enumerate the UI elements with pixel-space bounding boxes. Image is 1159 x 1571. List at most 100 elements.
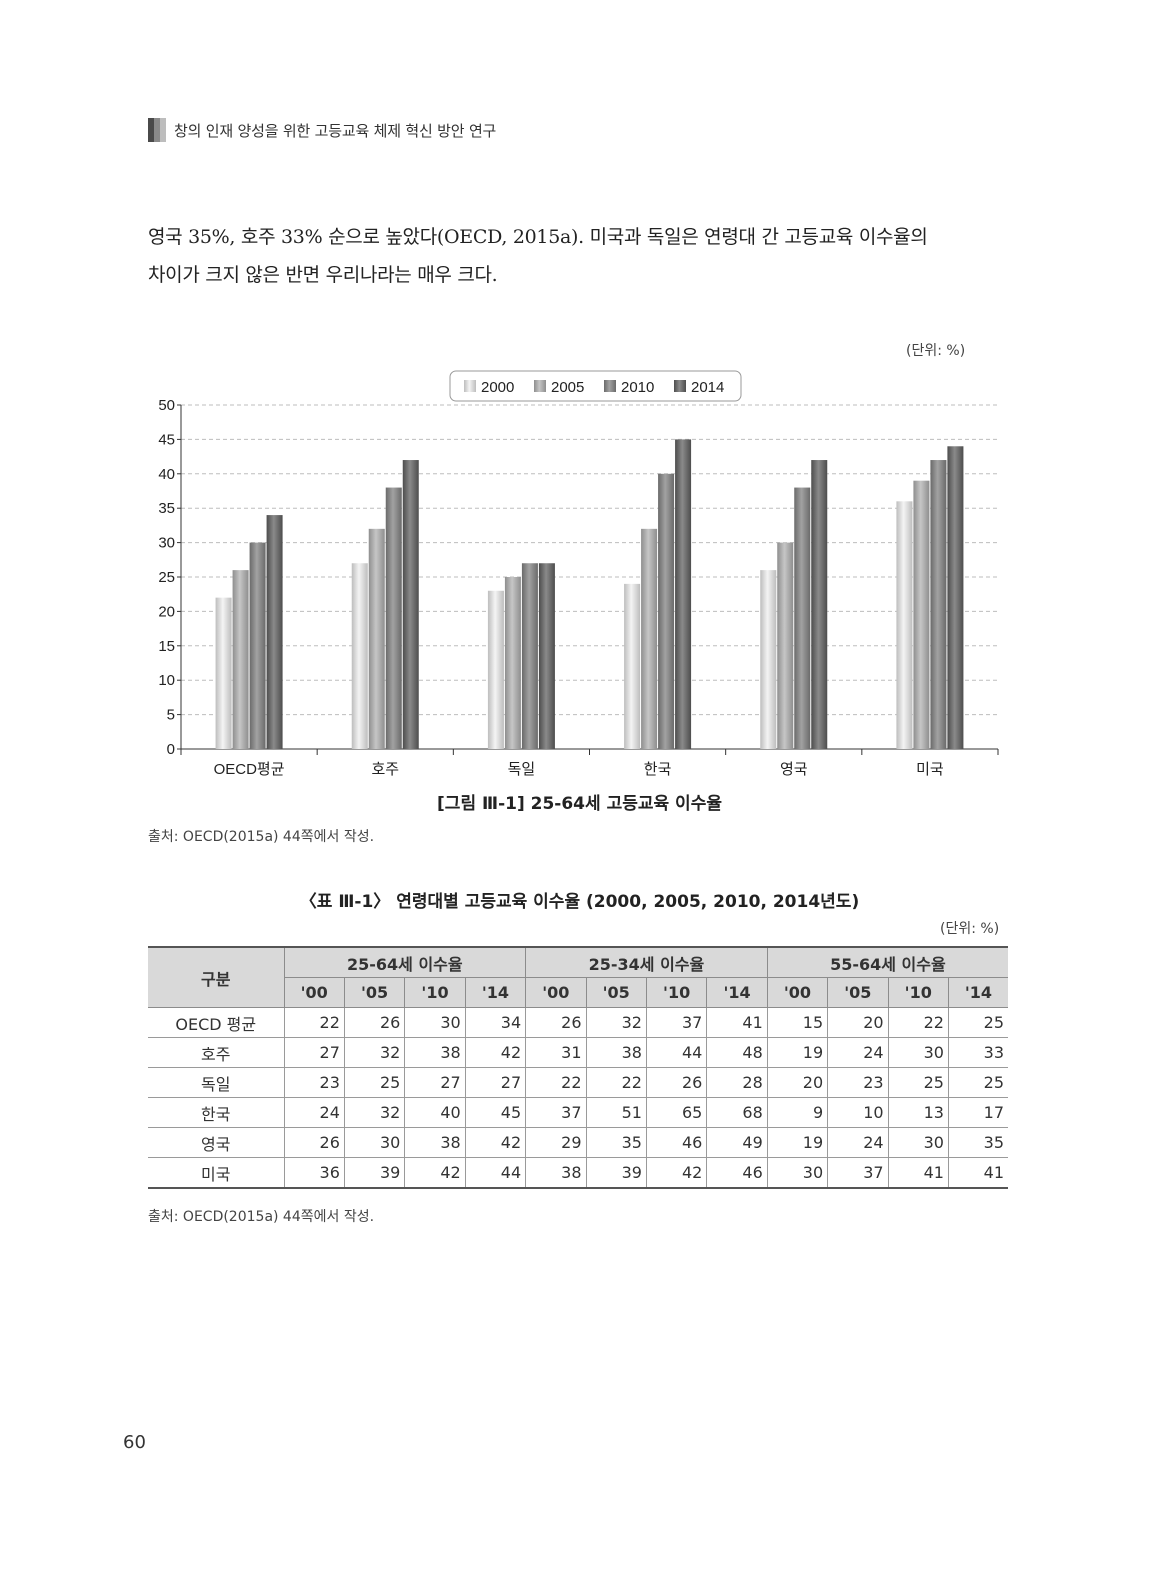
legend-label: 2005 <box>551 379 584 396</box>
table-cell: 51 <box>585 1097 647 1128</box>
x-tick-label: 영국 <box>780 761 808 778</box>
table-source: 출처: OECD(2015a) 44쪽에서 작성. <box>148 1209 375 1225</box>
table-cell: 46 <box>706 1157 768 1189</box>
table-cell: 42 <box>645 1157 708 1189</box>
table-cell: 34 <box>464 1007 527 1038</box>
header-year: '00 <box>766 977 829 1008</box>
table-cell: 30 <box>887 1037 949 1068</box>
table-cell: 38 <box>404 1127 466 1158</box>
body-line-1: 영국 35%, 호주 33% 순으로 높았다(OECD, 2015a). 미국과… <box>148 226 928 248</box>
table-cell: 46 <box>645 1127 708 1158</box>
table-cell: 30 <box>887 1127 949 1158</box>
bar-2005 <box>368 528 385 749</box>
table-cell: 37 <box>827 1157 889 1189</box>
table-cell: 29 <box>525 1127 587 1158</box>
bar-2014 <box>811 460 828 749</box>
header-category: 구분 <box>148 946 285 1008</box>
table-cell: 37 <box>645 1007 708 1038</box>
bar-chart: 0 5 10 15 20 25 30 35 40 45 50 OECD평균 호주 독일 한국 영국 미국 2000… <box>158 370 999 778</box>
table-cell: 48 <box>706 1037 768 1068</box>
table-cell: 20 <box>766 1067 829 1098</box>
table-row: 한국 24 32 40 45 37 51 65 68 9 10 13 17 <box>148 1097 1008 1128</box>
body-line-2: 차이가 크지 않은 반면 우리나라는 매우 크다. <box>148 264 498 286</box>
table-cell: 19 <box>766 1037 829 1068</box>
table-cell: 24 <box>827 1037 889 1068</box>
table-cell: 9 <box>766 1097 829 1128</box>
table-cell: 22 <box>887 1007 949 1038</box>
table-cell: 31 <box>525 1037 587 1068</box>
header-title: 창의 인재 양성을 위한 고등교육 체제 혁신 방안 연구 <box>174 121 497 140</box>
header-group: 55-64세 이수율 <box>766 946 1008 978</box>
table-cell: 25 <box>947 1067 1008 1098</box>
table-cell: 23 <box>827 1067 889 1098</box>
header-year: '05 <box>827 977 889 1008</box>
table-cell: 26 <box>343 1007 406 1038</box>
y-tick-label: 45 <box>158 431 175 448</box>
table-cell: 41 <box>706 1007 768 1038</box>
table-cell: 32 <box>585 1007 647 1038</box>
header-group: 25-34세 이수율 <box>525 946 768 978</box>
table-cell: 27 <box>404 1067 466 1098</box>
bar-2010 <box>658 473 675 749</box>
bar-2014 <box>675 439 692 749</box>
table-row: 호주 27 32 38 42 31 38 44 48 19 24 30 33 <box>148 1037 1008 1068</box>
legend-label: 2000 <box>481 379 514 396</box>
bar-2005 <box>504 577 521 749</box>
bar-2000 <box>487 590 504 749</box>
table-cell: 19 <box>766 1127 829 1158</box>
table-cell: 32 <box>343 1097 406 1128</box>
table-cell: 41 <box>887 1157 949 1189</box>
legend-swatch <box>674 380 686 392</box>
bar-2000 <box>760 570 777 749</box>
header-group: 25-64세 이수율 <box>283 946 527 978</box>
chart-legend <box>449 370 742 402</box>
header-year: '00 <box>284 977 345 1008</box>
x-tick-label: 호주 <box>371 761 399 778</box>
table-cell: 37 <box>525 1097 587 1128</box>
table-cell: 49 <box>706 1127 768 1158</box>
header-year: '14 <box>947 977 1008 1008</box>
table-cell: 24 <box>283 1097 345 1128</box>
table-cell: 44 <box>645 1037 708 1068</box>
bar-2000 <box>896 501 913 749</box>
table-unit-label: (단위: %) <box>940 921 1000 937</box>
row-label: 미국 <box>148 1157 285 1189</box>
table-cell: 42 <box>464 1037 527 1068</box>
legend-label: 2010 <box>621 379 654 396</box>
table-cell: 22 <box>283 1007 345 1038</box>
table-cell: 68 <box>706 1097 768 1128</box>
y-tick-label: 35 <box>158 500 175 517</box>
row-label: 호주 <box>148 1037 285 1068</box>
bar-2000 <box>624 583 641 749</box>
table-cell: 15 <box>766 1007 829 1038</box>
table-row: 독일 23 25 27 27 22 22 26 28 20 23 25 25 <box>148 1067 1008 1098</box>
header-year: '00 <box>525 977 587 1008</box>
row-label: 독일 <box>148 1067 285 1098</box>
table-cell: 38 <box>525 1157 587 1189</box>
table-cell: 36 <box>283 1157 345 1189</box>
x-tick-label: 한국 <box>644 761 672 778</box>
bar-2014 <box>402 460 419 749</box>
legend-swatch <box>604 380 616 392</box>
bar-2014 <box>266 515 283 749</box>
table-cell: 40 <box>404 1097 466 1128</box>
table-cell: 26 <box>645 1067 708 1098</box>
bar-2014 <box>947 446 964 749</box>
legend-label: 2014 <box>691 379 724 396</box>
table-cell: 25 <box>343 1067 406 1098</box>
header-year: '14 <box>464 977 527 1008</box>
table-cell: 26 <box>525 1007 587 1038</box>
y-tick-label: 15 <box>158 638 175 655</box>
table-cell: 38 <box>585 1037 647 1068</box>
x-tick-label: 독일 <box>508 761 536 778</box>
bar-2005 <box>913 480 930 749</box>
table-cell: 20 <box>827 1007 889 1038</box>
table-cell: 42 <box>464 1127 527 1158</box>
table-cell: 30 <box>343 1127 406 1158</box>
legend-swatch <box>534 380 546 392</box>
bar-2005 <box>641 528 658 749</box>
table-cell: 42 <box>404 1157 466 1189</box>
bar-2010 <box>794 487 811 749</box>
header-year: '10 <box>645 977 708 1008</box>
table-caption: 〈표 Ⅲ-1〉 연령대별 고등교육 이수율 (2000, 2005, 2010,… <box>299 892 860 912</box>
